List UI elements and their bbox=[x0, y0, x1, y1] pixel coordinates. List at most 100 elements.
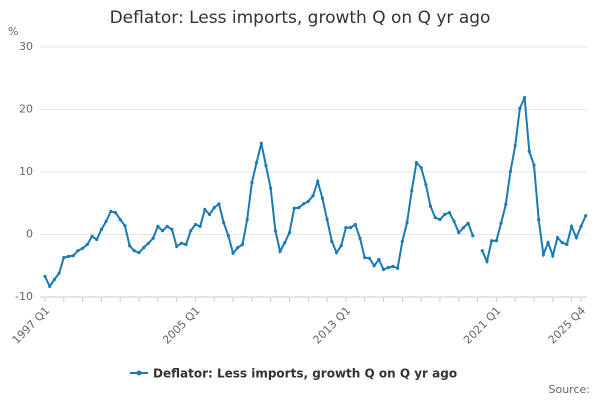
point bbox=[400, 239, 404, 243]
point bbox=[574, 236, 578, 240]
point bbox=[546, 241, 550, 245]
point bbox=[541, 252, 545, 257]
point bbox=[320, 196, 325, 200]
point bbox=[132, 249, 136, 253]
x-tick-label: 2021 Q1 bbox=[461, 304, 504, 347]
point bbox=[565, 242, 569, 247]
point bbox=[198, 224, 202, 228]
point bbox=[353, 222, 357, 227]
point bbox=[264, 164, 268, 168]
point bbox=[579, 224, 583, 228]
point bbox=[109, 209, 113, 213]
point bbox=[377, 257, 381, 262]
point bbox=[189, 229, 193, 233]
point bbox=[560, 241, 564, 245]
point bbox=[471, 234, 475, 238]
point bbox=[217, 202, 221, 206]
point bbox=[386, 266, 390, 270]
point bbox=[85, 242, 89, 247]
point bbox=[165, 224, 169, 228]
point bbox=[443, 212, 447, 217]
point bbox=[57, 271, 61, 275]
point bbox=[490, 239, 494, 243]
point bbox=[518, 106, 522, 110]
point bbox=[193, 222, 198, 227]
point bbox=[175, 244, 179, 248]
point bbox=[90, 234, 94, 238]
point bbox=[118, 217, 122, 222]
point bbox=[104, 219, 108, 223]
point bbox=[349, 226, 353, 230]
point bbox=[52, 277, 57, 282]
point bbox=[306, 199, 310, 203]
point bbox=[151, 236, 155, 240]
point bbox=[48, 284, 52, 288]
chart-title: Deflator: Less imports, growth Q on Q yr… bbox=[110, 8, 491, 28]
point bbox=[273, 229, 277, 233]
point bbox=[226, 234, 230, 238]
point bbox=[137, 251, 141, 255]
point bbox=[522, 96, 527, 100]
point bbox=[245, 217, 249, 222]
point bbox=[532, 163, 536, 167]
point bbox=[283, 241, 287, 245]
point bbox=[504, 202, 508, 207]
source: Source: bbox=[549, 383, 591, 396]
point bbox=[269, 186, 273, 190]
point bbox=[438, 217, 442, 222]
point bbox=[537, 217, 541, 222]
point bbox=[485, 259, 489, 263]
point bbox=[81, 246, 85, 250]
point bbox=[367, 256, 372, 260]
point bbox=[461, 226, 466, 230]
y-tick-label: 0 bbox=[26, 228, 33, 241]
point bbox=[184, 242, 188, 247]
point bbox=[372, 264, 376, 268]
point bbox=[466, 221, 470, 225]
point bbox=[240, 242, 245, 247]
point bbox=[292, 206, 296, 210]
point bbox=[551, 254, 555, 258]
point bbox=[381, 267, 386, 272]
point bbox=[160, 229, 165, 233]
y-tick-label: 20 bbox=[19, 103, 33, 116]
point bbox=[250, 181, 254, 185]
point bbox=[555, 236, 560, 240]
point bbox=[170, 227, 174, 232]
point bbox=[480, 249, 484, 253]
point bbox=[113, 211, 118, 215]
point bbox=[513, 144, 517, 148]
point bbox=[62, 256, 66, 260]
point bbox=[499, 221, 503, 225]
point bbox=[222, 221, 226, 225]
point bbox=[363, 256, 367, 260]
point bbox=[203, 207, 207, 212]
y-tick-label: -10 bbox=[15, 290, 33, 303]
point bbox=[428, 204, 433, 208]
point bbox=[494, 239, 498, 243]
point bbox=[396, 266, 400, 270]
point bbox=[259, 141, 263, 145]
point bbox=[452, 219, 456, 223]
point bbox=[447, 211, 451, 215]
point bbox=[316, 179, 320, 183]
point bbox=[99, 227, 104, 232]
point bbox=[569, 224, 574, 228]
point bbox=[584, 214, 588, 218]
point bbox=[207, 212, 212, 217]
point bbox=[156, 224, 160, 228]
point bbox=[311, 194, 315, 198]
point bbox=[278, 249, 282, 253]
point bbox=[66, 254, 71, 258]
point bbox=[142, 246, 146, 250]
point bbox=[405, 221, 409, 225]
point bbox=[179, 241, 183, 245]
point bbox=[391, 264, 395, 268]
point bbox=[527, 149, 531, 153]
y-tick-label: 30 bbox=[19, 40, 33, 53]
x-tick-label: 2025 Q4 bbox=[546, 304, 589, 347]
point bbox=[410, 189, 414, 193]
point bbox=[325, 217, 329, 222]
point bbox=[123, 224, 127, 228]
